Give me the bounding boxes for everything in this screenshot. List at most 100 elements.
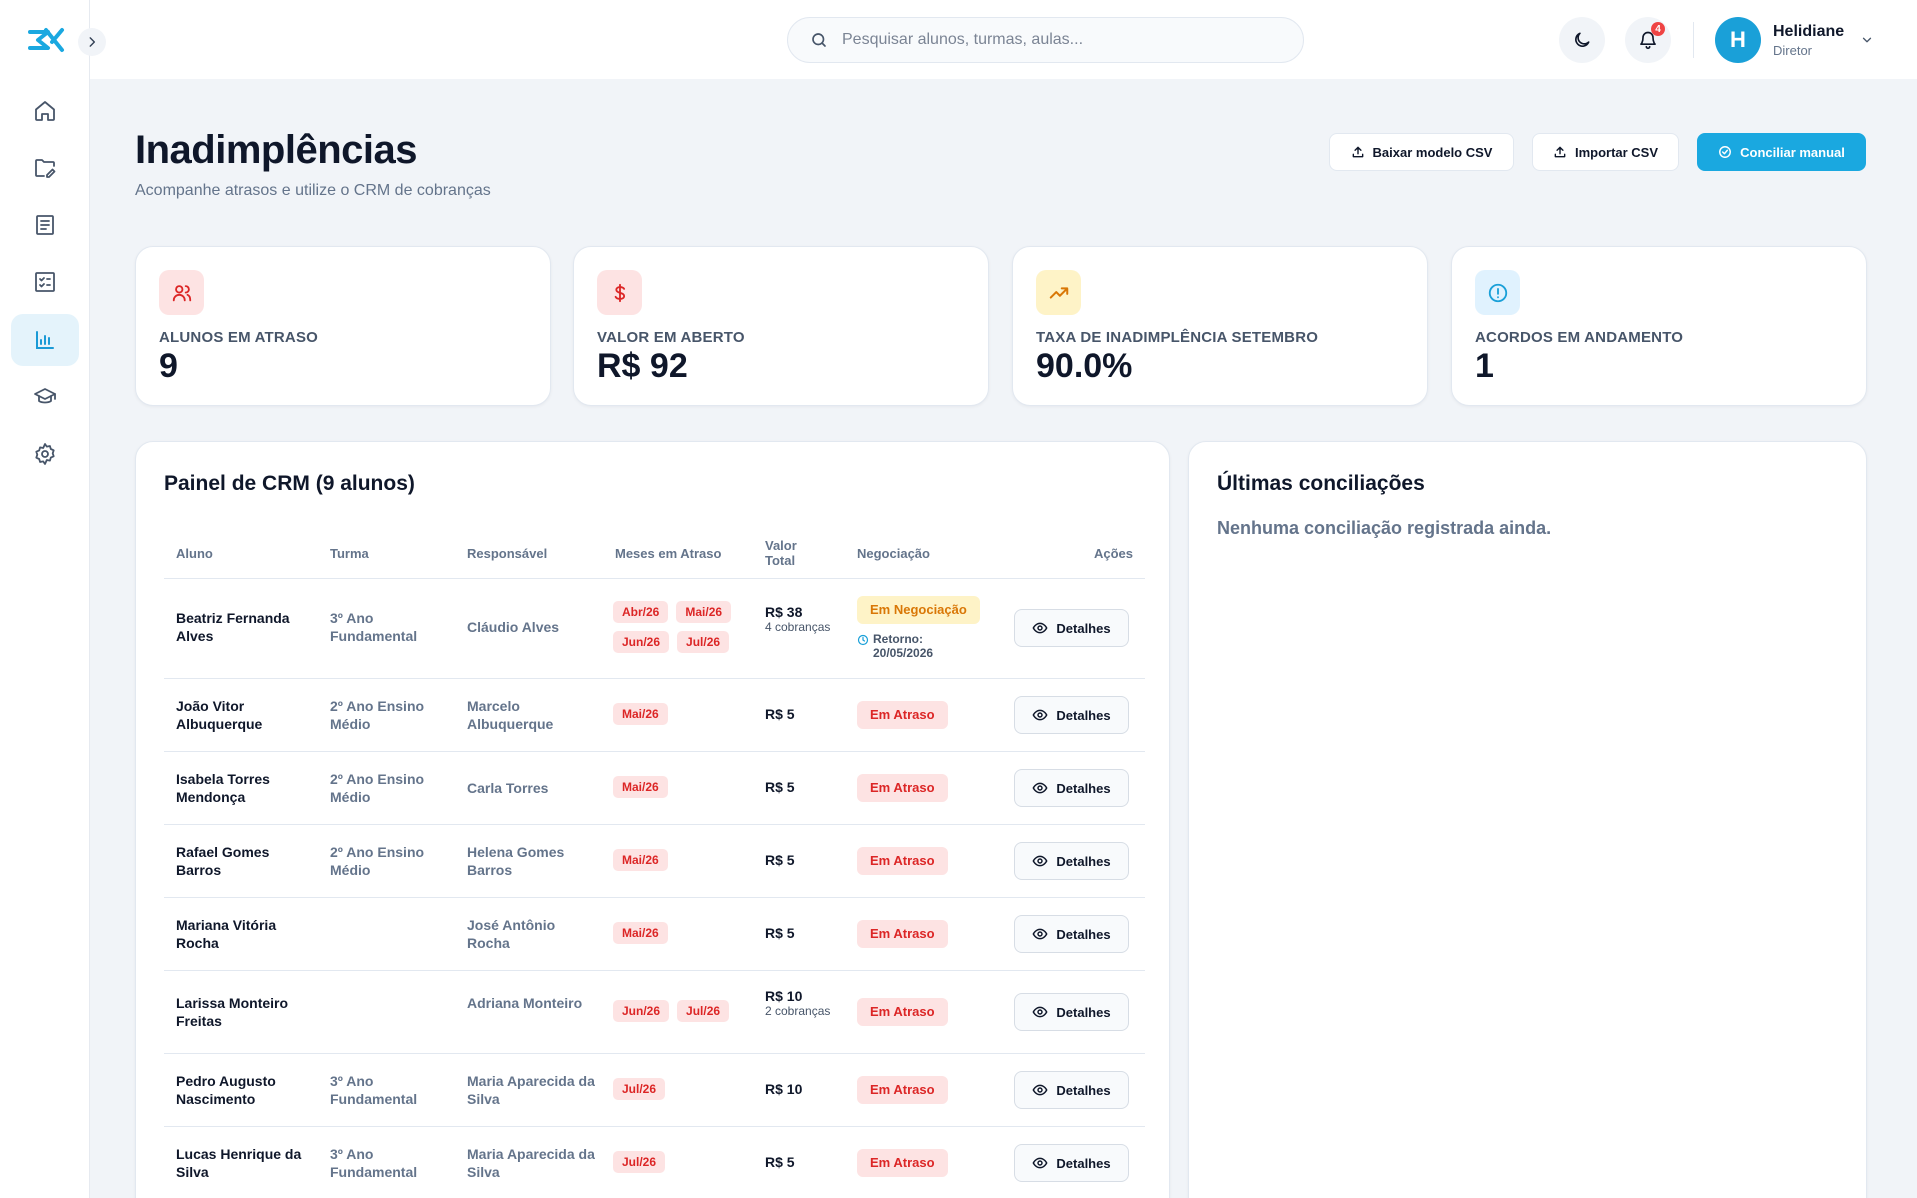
eye-icon xyxy=(1032,928,1048,940)
status-badge: Em Atraso xyxy=(857,847,948,875)
details-label: Detalhes xyxy=(1056,1082,1111,1098)
details-button[interactable]: Detalhes xyxy=(1014,696,1129,734)
nav-classes[interactable] xyxy=(11,371,79,423)
reconciliations-title: Últimas conciliações xyxy=(1217,472,1425,495)
return-date-text: Retorno: 20/05/2026 xyxy=(873,632,934,660)
moon-icon xyxy=(1575,32,1590,47)
status-badge: Em Atraso xyxy=(857,1076,948,1104)
stat-value: 1 xyxy=(1475,347,1494,385)
student-name: Beatriz Fernanda Alves xyxy=(176,610,290,644)
student-name: João Vitor Albuquerque xyxy=(176,698,263,732)
eye-icon xyxy=(1032,1006,1048,1018)
bell-icon xyxy=(1640,31,1656,50)
nav-tasks[interactable] xyxy=(11,256,79,308)
manual-reconcile-label: Conciliar manual xyxy=(1740,144,1845,160)
details-button[interactable]: Detalhes xyxy=(1014,609,1129,647)
upload-icon xyxy=(1554,146,1566,158)
details-label: Detalhes xyxy=(1056,926,1111,942)
eye-icon xyxy=(1032,1084,1048,1096)
import-csv-button[interactable]: Importar CSV xyxy=(1532,133,1679,171)
notification-count-badge: 4 xyxy=(1651,22,1665,36)
folder-edit-icon xyxy=(35,159,56,178)
guardian-name: Maria Aparecida da Silva xyxy=(467,1073,595,1107)
nav-reports[interactable] xyxy=(11,199,79,251)
nav-home[interactable] xyxy=(11,85,79,137)
details-button[interactable]: Detalhes xyxy=(1014,769,1129,807)
notifications-button[interactable]: 4 xyxy=(1625,17,1671,63)
search-box[interactable] xyxy=(787,17,1304,63)
month-chip: Mai/26 xyxy=(613,703,668,725)
import-csv-label: Importar CSV xyxy=(1574,144,1659,160)
student-name: Lucas Henrique da Silva xyxy=(176,1146,302,1180)
details-button[interactable]: Detalhes xyxy=(1014,993,1129,1031)
status-badge: Em Atraso xyxy=(857,774,948,802)
details-button[interactable]: Detalhes xyxy=(1014,1144,1129,1182)
page-subtitle: Acompanhe atrasos e utilize o CRM de cob… xyxy=(135,182,491,199)
student-name: Isabela Torres Mendonça xyxy=(176,771,270,805)
total-value: R$ 38 xyxy=(765,604,803,620)
alert-circle-icon xyxy=(1475,270,1520,315)
month-chip: Jul/26 xyxy=(677,631,730,653)
column-header-meses[interactable]: Meses em Atraso xyxy=(615,546,722,561)
details-button[interactable]: Detalhes xyxy=(1014,842,1129,880)
table-row: Mariana Vitória Rocha José Antônio Rocha… xyxy=(164,898,1145,971)
eye-icon xyxy=(1032,855,1048,867)
details-label: Detalhes xyxy=(1056,1004,1111,1020)
month-chip: Jun/26 xyxy=(613,631,670,653)
total-value-cell: R$ 10 2 cobranças xyxy=(765,987,835,1018)
nav-finance[interactable] xyxy=(11,314,79,366)
total-value-cell: R$ 38 4 cobranças xyxy=(765,603,835,634)
search-icon xyxy=(812,33,826,47)
column-header-turma[interactable]: Turma xyxy=(330,546,369,561)
column-header-aluno[interactable]: Aluno xyxy=(176,546,213,561)
guardian-name: José Antônio Rocha xyxy=(467,917,556,951)
total-value: R$ 5 xyxy=(765,779,795,795)
guardian-name: Maria Aparecida da Silva xyxy=(467,1146,595,1180)
column-header-responsavel[interactable]: Responsável xyxy=(467,546,548,561)
user-menu[interactable]: H Helidiane Diretor xyxy=(1715,16,1874,64)
column-header-valor[interactable]: Valor Total xyxy=(765,538,797,568)
crm-panel-title: Painel de CRM (9 alunos) xyxy=(164,472,415,495)
download-csv-template-button[interactable]: Baixar modelo CSV xyxy=(1329,133,1514,171)
column-header-negociacao[interactable]: Negociação xyxy=(857,546,930,561)
details-button[interactable]: Detalhes xyxy=(1014,915,1129,953)
sidebar-toggle-button[interactable] xyxy=(78,28,106,56)
search-input[interactable] xyxy=(842,31,1242,49)
eye-icon xyxy=(1032,709,1048,721)
reconciliations-panel: Últimas conciliações Nenhuma conciliação… xyxy=(1188,441,1867,1198)
total-value: R$ 5 xyxy=(765,706,795,722)
overdue-months: Jul/26 xyxy=(613,1078,743,1100)
overdue-months: Mai/26 xyxy=(613,849,743,871)
status-badge: Em Negociação xyxy=(857,596,980,624)
month-chip: Jul/26 xyxy=(613,1151,666,1173)
stat-value: 9 xyxy=(159,347,178,385)
overdue-months: Abr/26 Mai/26 Jun/26 Jul/26 xyxy=(613,601,743,653)
nav-settings[interactable] xyxy=(11,428,79,480)
download-csv-label: Baixar modelo CSV xyxy=(1372,144,1493,160)
month-chip: Mai/26 xyxy=(613,849,668,871)
details-label: Detalhes xyxy=(1056,707,1111,723)
brand-logo[interactable] xyxy=(26,24,66,56)
avatar: H xyxy=(1715,17,1761,63)
stat-value: R$ 92 xyxy=(597,347,688,385)
check-circle-icon xyxy=(1719,146,1732,158)
student-class: 3º Ano Fundamental xyxy=(330,610,418,644)
user-name: Helidiane xyxy=(1773,22,1845,40)
crm-panel: Painel de CRM (9 alunos) Aluno Turma Res… xyxy=(135,441,1170,1198)
sidebar xyxy=(0,0,90,1198)
student-name: Mariana Vitória Rocha xyxy=(176,917,277,951)
nav-folder[interactable] xyxy=(11,142,79,194)
guardian-name: Adriana Monteiro xyxy=(467,995,583,1011)
stat-card-agreements: ACORDOS EM ANDAMENTO 1 xyxy=(1451,246,1867,406)
details-button[interactable]: Detalhes xyxy=(1014,1071,1129,1109)
stat-label: VALOR EM ABERTO xyxy=(597,329,745,346)
dollar-icon xyxy=(597,270,642,315)
total-value: R$ 10 xyxy=(765,1081,803,1097)
bar-chart-icon xyxy=(36,331,54,349)
page-title: Inadimplências xyxy=(135,128,417,172)
checklist-icon xyxy=(35,272,55,292)
overdue-months: Jun/26 Jul/26 xyxy=(613,1000,743,1022)
manual-reconcile-button[interactable]: Conciliar manual xyxy=(1697,133,1866,171)
guardian-name: Marcelo Albuquerque xyxy=(467,698,554,732)
theme-toggle-button[interactable] xyxy=(1559,17,1605,63)
